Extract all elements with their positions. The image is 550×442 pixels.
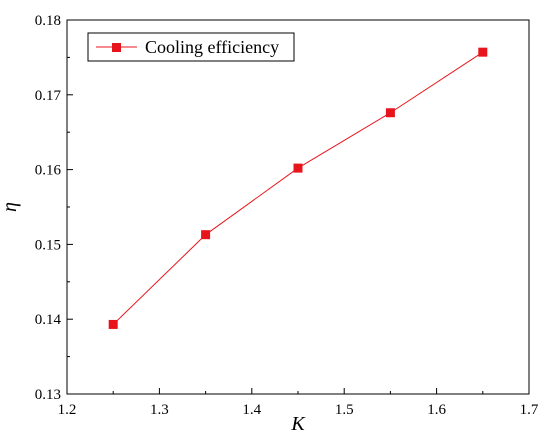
plot-frame	[66, 19, 530, 395]
y-tick-label: 0.13	[35, 387, 61, 403]
x-tick-label: 1.3	[150, 402, 169, 418]
data-point	[201, 230, 211, 240]
y-tick-label: 0.18	[35, 13, 61, 29]
legend: Cooling efficiency	[87, 32, 295, 62]
x-tick-label: 1.2	[58, 402, 77, 418]
x-tick-label: 1.5	[335, 402, 354, 418]
legend-marker	[112, 43, 121, 52]
x-tick-label: 1.4	[242, 402, 261, 418]
y-tick-label: 0.14	[35, 312, 62, 328]
y-axis-ticks: 0.13 0.14 0.15 0.16 0.17 0.18	[35, 13, 73, 403]
y-tick-label: 0.16	[35, 163, 62, 179]
data-point	[385, 108, 395, 118]
x-tick-label: 1.7	[520, 402, 539, 418]
x-axis-label: K	[290, 413, 306, 435]
legend-box	[87, 32, 295, 62]
y-tick-label: 0.15	[35, 237, 61, 253]
series-line	[112, 51, 484, 325]
series-layer	[108, 47, 488, 329]
y-axis-label: η	[0, 202, 21, 212]
data-point	[293, 163, 303, 173]
data-point	[478, 47, 488, 57]
legend-label: Cooling efficiency	[145, 37, 279, 57]
data-point	[108, 319, 118, 329]
y-tick-label: 0.17	[35, 88, 62, 104]
x-tick-label: 1.6	[427, 402, 446, 418]
x-axis-ticks: 1.2 1.3 1.4 1.5 1.6 1.7	[58, 388, 539, 418]
